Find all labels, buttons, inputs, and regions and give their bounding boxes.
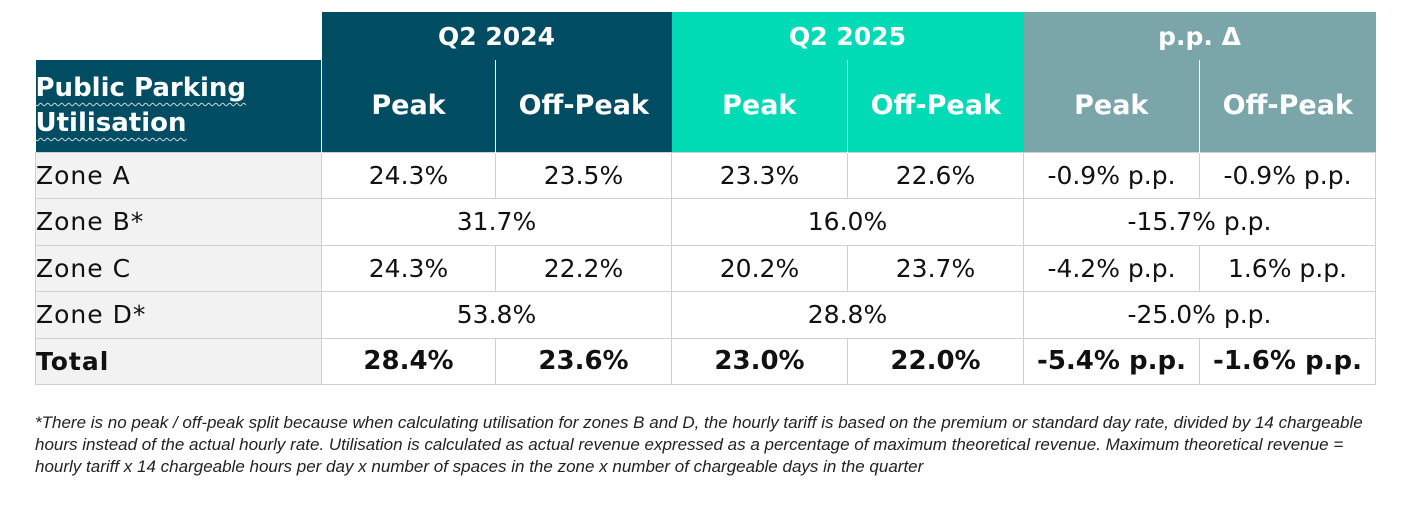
cell-q2-2024-combined: 53.8% <box>321 291 672 339</box>
subheader-q2-2024-peak: Peak <box>321 60 496 152</box>
utilisation-table: Q2 2024 Q2 2025 p.p. Δ Public Parking Ut… <box>35 12 1376 385</box>
table-row-total: Total 28.4% 23.6% 23.0% 22.0% -5.4% p.p.… <box>35 337 1376 385</box>
cell-pp-combined: -25.0% p.p. <box>1023 291 1376 339</box>
group-header-q2-2024: Q2 2024 <box>321 12 672 60</box>
footnote: *There is no peak / off-peak split becau… <box>35 413 1363 476</box>
cell-q2-2025-peak: 23.0% <box>671 337 848 385</box>
row-label: Zone A <box>35 151 322 199</box>
cell-q2-2025-offpeak: 23.7% <box>847 244 1024 292</box>
subheader-row: Public Parking Utilisation Peak Off-Peak… <box>35 60 1376 152</box>
table-row-zone-a: Zone A 24.3% 23.5% 23.3% 22.6% -0.9% p.p… <box>35 151 1376 199</box>
cell-q2-2025-combined: 16.0% <box>671 198 1024 246</box>
cell-q2-2025-offpeak: 22.0% <box>847 337 1024 385</box>
subheader-q2-2025-offpeak: Off-Peak <box>847 60 1024 152</box>
cell-q2-2024-peak: 28.4% <box>321 337 496 385</box>
cell-q2-2025-combined: 28.8% <box>671 291 1024 339</box>
subheader-q2-2025-peak: Peak <box>671 60 848 152</box>
cell-pp-peak: -5.4% p.p. <box>1023 337 1200 385</box>
cell-pp-combined: -15.7% p.p. <box>1023 198 1376 246</box>
table-row-zone-d: Zone D* 53.8% 28.8% -25.0% p.p. <box>35 291 1376 339</box>
cell-q2-2025-offpeak: 22.6% <box>847 151 1024 199</box>
row-label: Total <box>35 337 322 385</box>
table-title: Public Parking Utilisation <box>35 60 322 152</box>
cell-pp-offpeak: -1.6% p.p. <box>1199 337 1376 385</box>
row-label: Zone D* <box>35 291 322 339</box>
group-header-q2-2025: Q2 2025 <box>671 12 1024 60</box>
cell-pp-peak: -0.9% p.p. <box>1023 151 1200 199</box>
cell-q2-2024-combined: 31.7% <box>321 198 672 246</box>
cell-pp-peak: -4.2% p.p. <box>1023 244 1200 292</box>
subheader-pp-peak: Peak <box>1023 60 1200 152</box>
table-row-zone-b: Zone B* 31.7% 16.0% -15.7% p.p. <box>35 198 1376 246</box>
row-label: Zone B* <box>35 198 322 246</box>
cell-q2-2024-offpeak: 23.6% <box>495 337 672 385</box>
cell-q2-2024-offpeak: 22.2% <box>495 244 672 292</box>
group-header-pp-delta: p.p. Δ <box>1023 12 1376 60</box>
group-header-row: Q2 2024 Q2 2025 p.p. Δ <box>35 12 1376 60</box>
cell-pp-offpeak: 1.6% p.p. <box>1199 244 1376 292</box>
header-blank-cell <box>35 12 322 60</box>
cell-q2-2024-offpeak: 23.5% <box>495 151 672 199</box>
cell-q2-2024-peak: 24.3% <box>321 244 496 292</box>
subheader-q2-2024-offpeak: Off-Peak <box>495 60 672 152</box>
table-title-text: Public Parking Utilisation <box>35 72 247 138</box>
table-row-zone-c: Zone C 24.3% 22.2% 20.2% 23.7% -4.2% p.p… <box>35 244 1376 292</box>
subheader-pp-offpeak: Off-Peak <box>1199 60 1376 152</box>
cell-pp-offpeak: -0.9% p.p. <box>1199 151 1376 199</box>
cell-q2-2025-peak: 23.3% <box>671 151 848 199</box>
cell-q2-2025-peak: 20.2% <box>671 244 848 292</box>
cell-q2-2024-peak: 24.3% <box>321 151 496 199</box>
row-label: Zone C <box>35 244 322 292</box>
